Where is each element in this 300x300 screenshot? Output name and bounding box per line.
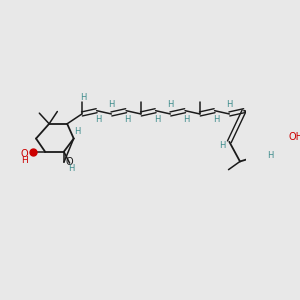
Text: H: H bbox=[167, 100, 173, 109]
Text: H: H bbox=[213, 115, 219, 124]
Text: H: H bbox=[154, 115, 161, 124]
Text: H: H bbox=[184, 115, 190, 124]
Text: H: H bbox=[75, 128, 81, 136]
Text: H: H bbox=[267, 151, 274, 160]
Text: O: O bbox=[21, 149, 28, 159]
Text: OH: OH bbox=[288, 132, 300, 142]
Text: H: H bbox=[68, 164, 74, 173]
Text: H: H bbox=[108, 100, 115, 109]
Text: H: H bbox=[226, 100, 232, 109]
Text: H: H bbox=[124, 115, 131, 124]
Text: H: H bbox=[220, 141, 226, 150]
Text: H: H bbox=[80, 93, 87, 102]
Text: O: O bbox=[66, 157, 74, 167]
Text: H: H bbox=[21, 156, 28, 165]
Text: H: H bbox=[95, 115, 101, 124]
